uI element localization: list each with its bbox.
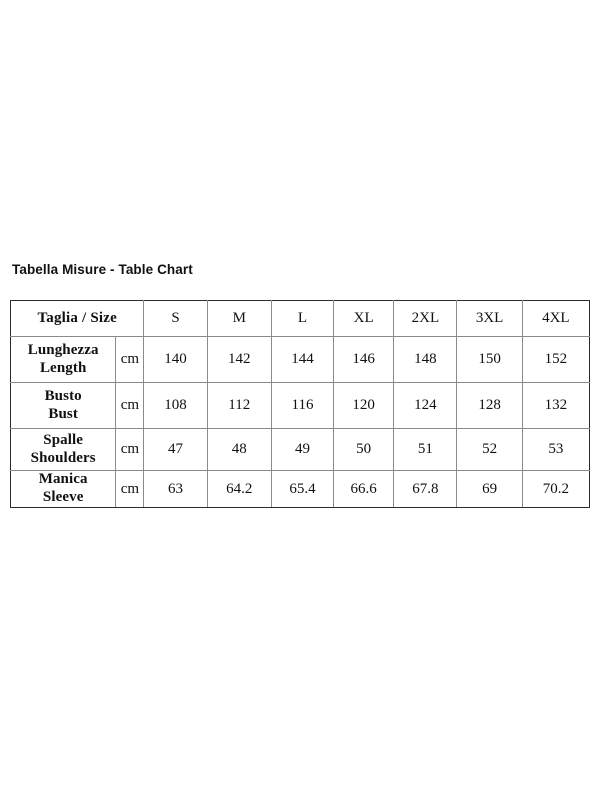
row-label-length: Lunghezza Length	[9, 336, 117, 383]
header-size-xl: XL	[333, 300, 395, 337]
row-label-bust-en: Bust	[48, 405, 78, 422]
cell-sleeve-4xl: 70.2	[521, 470, 591, 508]
cell-shoulders-2xl: 51	[393, 428, 458, 471]
size-chart-table: Taglia / Size S M L XL 2XL 3XL 4XL Lungh…	[9, 300, 591, 508]
header-size-s: S	[143, 300, 208, 337]
cell-length-2xl: 148	[393, 336, 458, 383]
row-label-shoulders-en: Shoulders	[30, 449, 96, 466]
cell-length-3xl: 150	[456, 336, 523, 383]
table-row: Busto Bust cm 108 112 116 120 124 128 13…	[9, 382, 591, 429]
cell-bust-m: 112	[206, 382, 272, 429]
cell-shoulders-m: 48	[206, 428, 272, 471]
table-row: Lunghezza Length cm 140 142 144 146 148 …	[9, 336, 591, 383]
row-unit-bust: cm	[115, 382, 145, 429]
row-unit-length: cm	[115, 336, 145, 383]
cell-shoulders-4xl: 53	[521, 428, 591, 471]
row-unit-sleeve: cm	[115, 470, 145, 508]
size-chart-container: Taglia / Size S M L XL 2XL 3XL 4XL Lungh…	[9, 300, 591, 508]
row-label-shoulders: Spalle Shoulders	[9, 428, 117, 471]
row-label-bust: Busto Bust	[9, 382, 117, 429]
cell-length-xl: 146	[333, 336, 395, 383]
row-label-bust-it: Busto	[44, 387, 82, 404]
cell-sleeve-xl: 66.6	[333, 470, 395, 508]
cell-bust-l: 116	[270, 382, 335, 429]
row-label-length-it: Lunghezza	[27, 341, 99, 358]
row-label-shoulders-it: Spalle	[43, 431, 84, 448]
row-unit-shoulders: cm	[115, 428, 145, 471]
header-taglia-size: Taglia / Size	[9, 300, 145, 337]
cell-length-4xl: 152	[521, 336, 591, 383]
header-size-4xl: 4XL	[521, 300, 591, 337]
row-label-length-en: Length	[39, 359, 87, 376]
header-size-2xl: 2XL	[393, 300, 458, 337]
cell-sleeve-2xl: 67.8	[393, 470, 458, 508]
cell-length-m: 142	[206, 336, 272, 383]
cell-shoulders-l: 49	[270, 428, 335, 471]
cell-shoulders-s: 47	[143, 428, 208, 471]
header-size-3xl: 3XL	[456, 300, 523, 337]
cell-sleeve-3xl: 69	[456, 470, 523, 508]
table-row: Spalle Shoulders cm 47 48 49 50 51 52 53	[9, 428, 591, 471]
cell-shoulders-xl: 50	[333, 428, 395, 471]
cell-sleeve-s: 63	[143, 470, 208, 508]
row-label-sleeve-it: Manica	[38, 471, 88, 488]
row-label-sleeve-en: Sleeve	[42, 489, 84, 505]
header-size-l: L	[270, 300, 335, 337]
cell-sleeve-l: 65.4	[270, 470, 335, 508]
cell-length-l: 144	[270, 336, 335, 383]
header-size-m: M	[206, 300, 272, 337]
cell-sleeve-m: 64.2	[206, 470, 272, 508]
cell-bust-2xl: 124	[393, 382, 458, 429]
cell-length-s: 140	[143, 336, 208, 383]
cell-bust-s: 108	[143, 382, 208, 429]
cell-shoulders-3xl: 52	[456, 428, 523, 471]
cell-bust-3xl: 128	[456, 382, 523, 429]
table-row: Manica Sleeve cm 63 64.2 65.4 66.6 67.8 …	[9, 470, 591, 508]
cell-bust-xl: 120	[333, 382, 395, 429]
row-label-sleeve: Manica Sleeve	[9, 470, 117, 508]
page-title: Tabella Misure - Table Chart	[12, 262, 193, 277]
cell-bust-4xl: 132	[521, 382, 591, 429]
table-header-row: Taglia / Size S M L XL 2XL 3XL 4XL	[9, 300, 591, 337]
